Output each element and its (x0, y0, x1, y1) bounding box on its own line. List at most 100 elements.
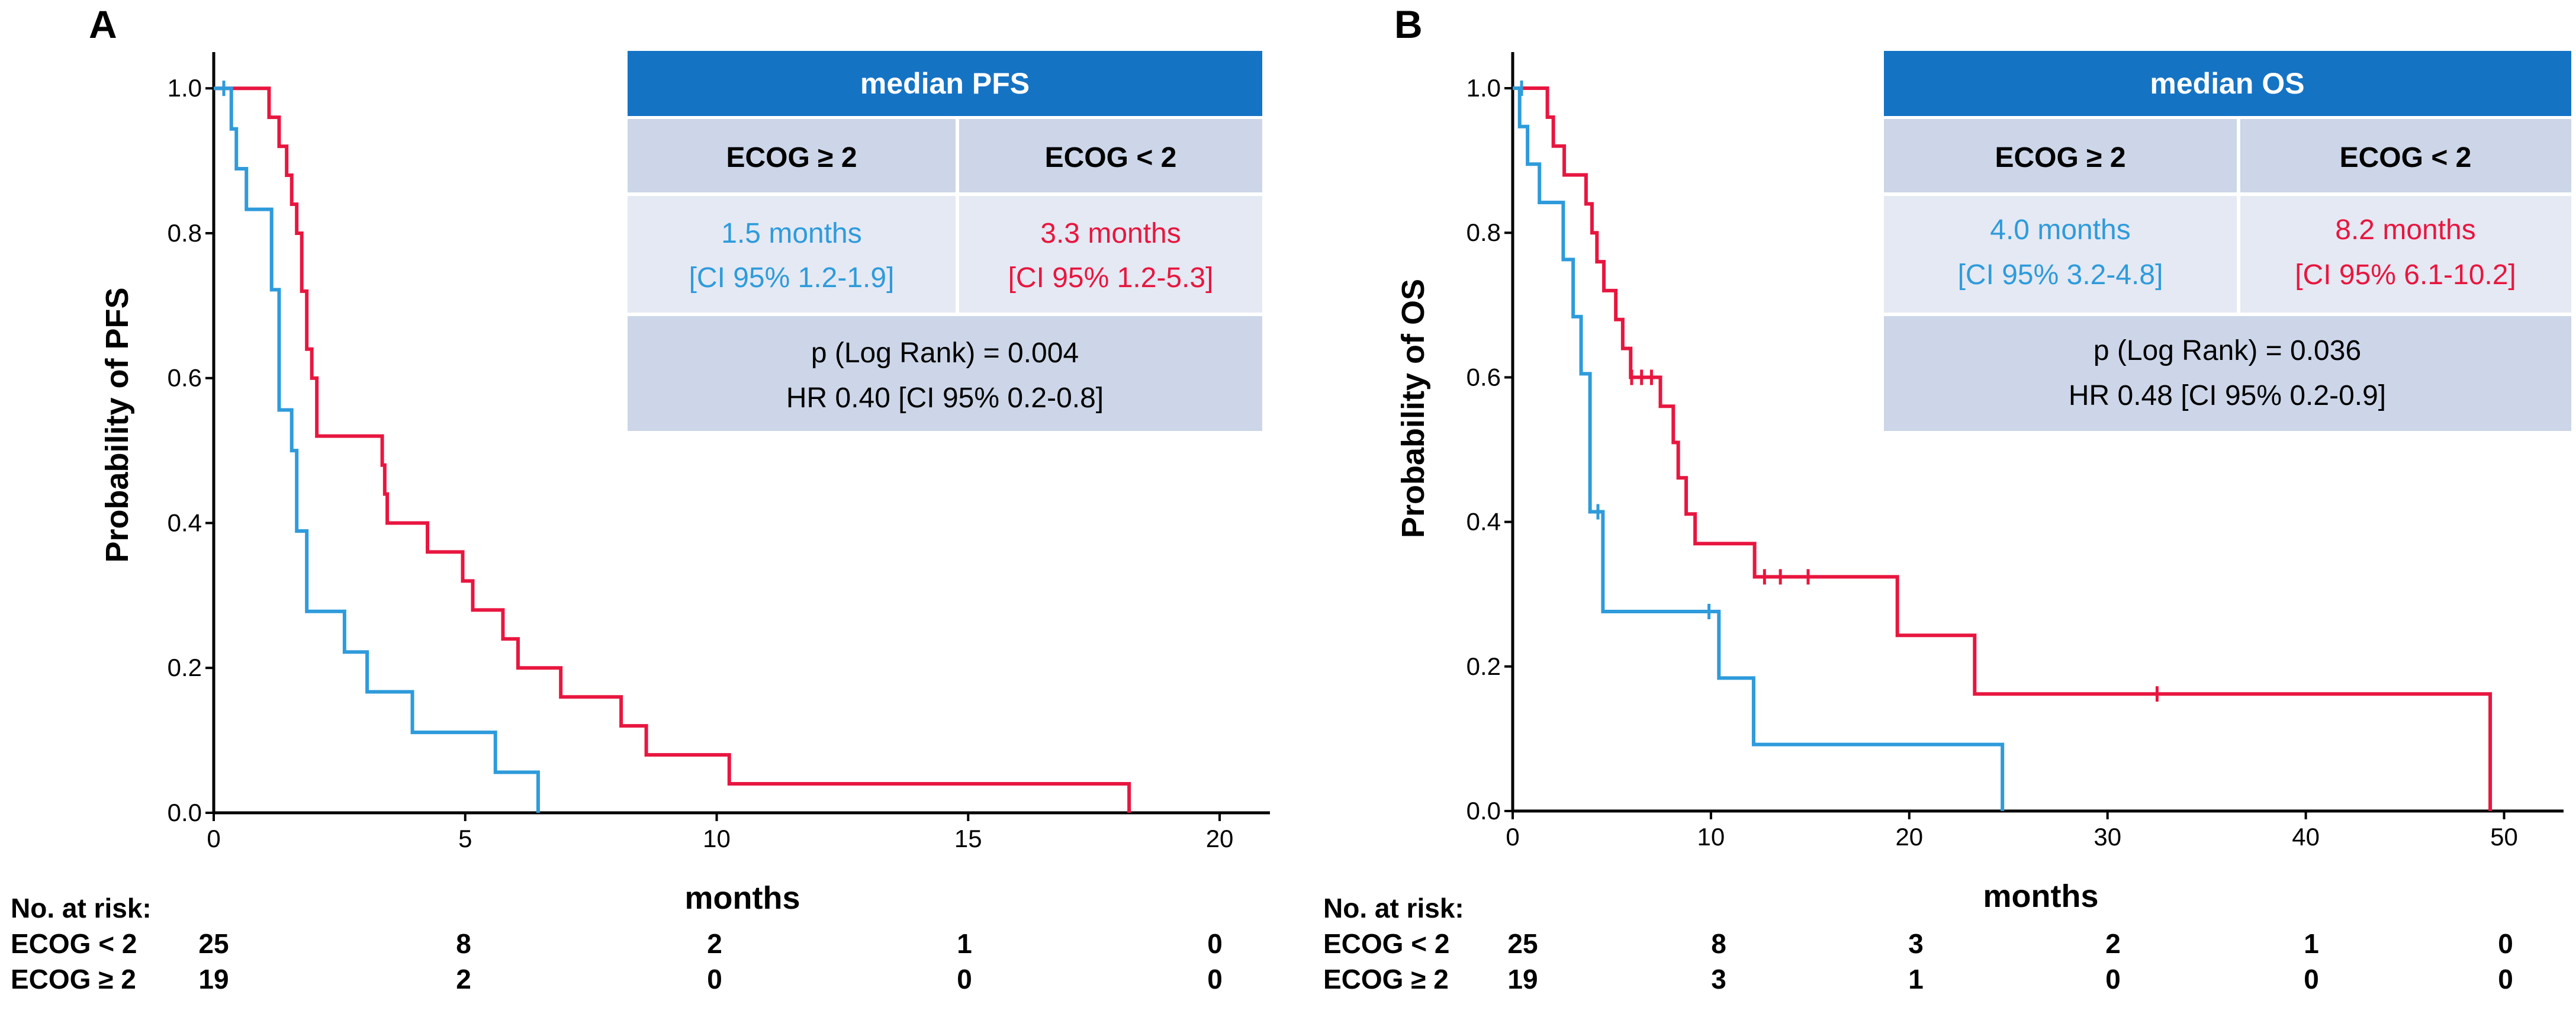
curves-b (1513, 81, 2493, 811)
km-curve-ecog-ge2-a (214, 86, 540, 813)
ci-ecog-lt2-b: [CI 95% 6.1-10.2] (2295, 259, 2516, 291)
x-tick-label-b: 20 (1895, 823, 1923, 851)
table-col1-label-a: ECOG ≥ 2 (726, 142, 857, 173)
risk-value-b: 19 (1507, 964, 1538, 995)
axes-a: 0 5 10 15 20 0.0 0.2 0.4 0.6 0.8 1.0 (168, 52, 1270, 852)
risk-value-a: 8 (456, 928, 471, 959)
y-tick-label-a: 0.6 (168, 364, 202, 392)
risk-value-b: 3 (1711, 964, 1726, 995)
table-stats-cell-a (628, 316, 1262, 431)
risk-table-a: No. at risk: ECOG < 2 ECOG ≥ 2 25 8 2 1 019 2… (11, 893, 1223, 995)
risk-value-a: 25 (198, 928, 229, 959)
risk-value-a: 0 (1207, 964, 1223, 995)
table-title-b: median OS (2150, 67, 2304, 100)
risk-title-b: No. at risk: (1323, 893, 1464, 924)
p-value-b: p (Log Rank) = 0.036 (2093, 335, 2361, 366)
risk-value-a: 0 (707, 964, 722, 995)
p-value-a: p (Log Rank) = 0.004 (811, 337, 1079, 369)
median-ecog-ge2-a: 1.5 months (721, 218, 861, 249)
x-tick-label-a: 15 (954, 825, 982, 852)
risk-value-b: 3 (1908, 928, 1924, 959)
risk-values-b: 25 8 3 2 1 0 19 3 1 0 0 0 (1507, 928, 2513, 995)
risk-value-b: 0 (2498, 964, 2513, 995)
risk-value-a: 19 (198, 964, 229, 995)
hazard-ratio-a: HR 0.40 [CI 95% 0.2-0.8] (786, 382, 1104, 414)
risk-table-b: No. at risk: ECOG < 2 ECOG ≥ 2 25 8 3 2 1 0 19… (1323, 893, 2513, 995)
table-title-a: median PFS (860, 67, 1030, 100)
risk-row-label-ge2-b: ECOG ≥ 2 (1323, 964, 1449, 995)
risk-row-label-lt2-b: ECOG < 2 (1323, 928, 1449, 959)
x-tick-label-b: 0 (1506, 823, 1519, 851)
median-table-a: median PFS ECOG ≥ 2 ECOG < 2 1.5 months … (628, 51, 1262, 431)
panel-b: B 0 10 20 30 40 500.00.20.40.60.81.0 Probabil… (1323, 2, 2571, 995)
table-col1-label-b: ECOG ≥ 2 (1995, 142, 2125, 173)
x-tick-label-a: 10 (703, 825, 731, 852)
y-axis-label-b: Probability of OS (1395, 279, 1431, 538)
risk-value-b: 0 (2498, 928, 2513, 959)
x-tick-label-b: 30 (2093, 823, 2121, 851)
y-tick-label-a: 0.0 (168, 799, 202, 826)
risk-value-b: 0 (2105, 964, 2121, 995)
risk-value-b: 0 (2304, 964, 2319, 995)
x-axis-label-b: months (1983, 879, 2099, 914)
y-tick-label-b: 0.6 (1467, 363, 1501, 391)
x-tick-label-a: 0 (207, 825, 220, 852)
table-col2-header-a (959, 119, 1262, 192)
risk-value-b: 2 (2105, 928, 2121, 959)
risk-value-a: 0 (1207, 928, 1223, 959)
risk-value-b: 1 (2304, 928, 2319, 959)
table-col1-header-b (1884, 119, 2237, 192)
y-tick-label-a: 1.0 (168, 74, 202, 102)
panel-label-b: B (1394, 2, 1423, 46)
axes-b: 0 10 20 30 40 50 0.0 0.2 0.4 0.6 0.8 1.0 (1467, 52, 2564, 851)
risk-values-a: 25 8 2 1 0 19 2 0 0 0 (198, 928, 1222, 995)
km-curve-ecog-ge2-b (1513, 86, 2005, 811)
risk-value-a: 0 (957, 964, 972, 995)
risk-value-b: 8 (1711, 928, 1726, 959)
y-tick-label-b: 0.4 (1467, 508, 1501, 536)
median-ecog-ge2-b: 4.0 months (1990, 214, 2130, 246)
median-table-b: median OS ECOG ≥ 2 ECOG < 2 4.0 months [… (1884, 51, 2571, 431)
risk-title-a: No. at risk: (11, 893, 152, 924)
panel-label-a: A (89, 2, 117, 46)
table-col1-header-a (628, 119, 956, 192)
x-tick-label-b: 10 (1697, 823, 1725, 851)
table-val1-cell-b (1884, 196, 2237, 313)
ci-ecog-ge2-b: [CI 95% 3.2-4.8] (1958, 259, 2163, 291)
median-ecog-lt2-b: 8.2 months (2335, 214, 2475, 246)
table-val2-cell-b (2240, 196, 2571, 313)
km-curve-ecog-lt2-a (214, 86, 1131, 813)
hazard-ratio-b: HR 0.48 [CI 95% 0.2-0.9] (2069, 380, 2386, 411)
risk-value-a: 2 (456, 964, 471, 995)
risk-row-label-lt2-a: ECOG < 2 (11, 928, 137, 959)
table-header-a (628, 51, 1262, 116)
x-tick-label-b: 40 (2292, 823, 2320, 851)
y-axis-label-a: Probability of PFS (99, 287, 135, 562)
y-tick-label-a: 0.8 (168, 219, 202, 247)
table-val1-cell-a (628, 196, 956, 313)
risk-value-a: 2 (707, 928, 722, 959)
risk-value-b: 1 (1908, 964, 1924, 995)
median-ecog-lt2-a: 3.3 months (1040, 218, 1181, 249)
ci-ecog-lt2-a: [CI 95% 1.2-5.3] (1008, 262, 1214, 294)
risk-value-a: 1 (957, 928, 972, 959)
panel-a: A 0 5 10 15 200.00.20.40.60.81.0 Probability… (11, 2, 1270, 995)
y-tick-label-b: 0.2 (1467, 652, 1501, 680)
y-tick-label-a: 0.2 (168, 654, 202, 681)
risk-row-label-ge2-a: ECOG ≥ 2 (11, 964, 136, 995)
risk-value-b: 25 (1507, 928, 1538, 959)
table-col2-label-a: ECOG < 2 (1045, 142, 1177, 173)
table-stats-cell-b (1884, 316, 2571, 431)
x-tick-label-a: 20 (1206, 825, 1234, 852)
y-tick-label-b: 0.0 (1467, 797, 1501, 825)
table-col2-label-b: ECOG < 2 (2340, 142, 2472, 173)
table-col2-header-b (2240, 119, 2571, 192)
table-header-b (1884, 51, 2571, 116)
curves-a (214, 81, 1131, 813)
x-axis-label-a: months (685, 880, 800, 916)
x-tick-label-a: 5 (458, 825, 472, 852)
y-tick-label-b: 0.8 (1467, 218, 1501, 246)
table-val2-cell-a (959, 196, 1262, 313)
y-tick-label-a: 0.4 (168, 509, 202, 536)
